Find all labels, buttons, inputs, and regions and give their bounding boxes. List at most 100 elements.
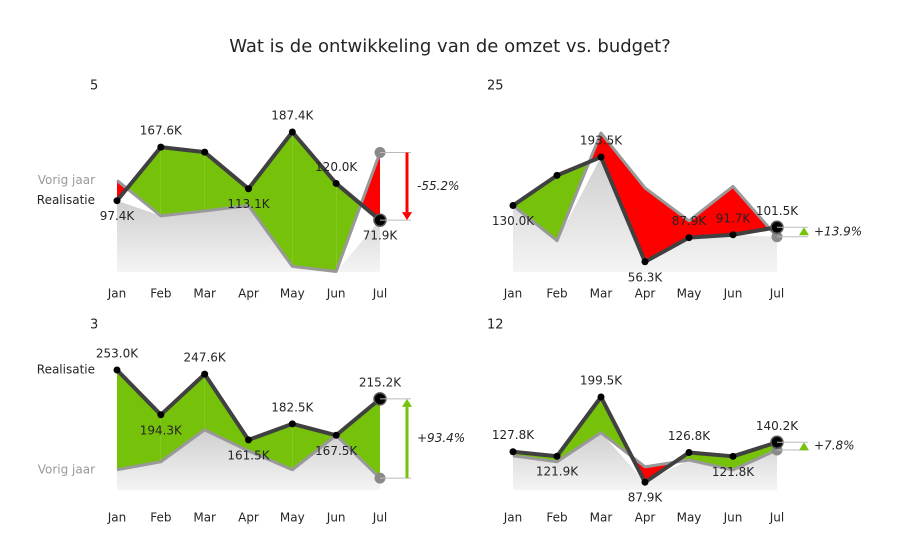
x-tick-label: Jan <box>503 287 523 301</box>
data-label: 187.4K <box>271 109 314 123</box>
variance-area <box>292 423 337 470</box>
data-label: 193.5K <box>580 134 623 148</box>
variance-area <box>248 132 293 267</box>
actual-point <box>113 366 121 374</box>
data-label: 130.0K <box>492 214 535 228</box>
variance-area <box>689 186 733 238</box>
x-tick-label: Jan <box>503 511 523 525</box>
panel-title: 5 <box>90 79 98 94</box>
panel-title: 3 <box>90 318 98 333</box>
actual-point <box>288 128 296 136</box>
x-tick-label: Jun <box>326 287 346 301</box>
data-label: 182.5K <box>271 400 314 414</box>
variance-arrow-head <box>799 227 809 236</box>
actual-point <box>509 448 517 456</box>
variance-arrow-head <box>402 212 412 221</box>
x-tick-label: Feb <box>546 511 567 525</box>
data-label: 101.5K <box>756 204 799 218</box>
variance-area <box>126 147 161 216</box>
base-area <box>513 432 777 490</box>
data-label: 215.2K <box>359 375 402 389</box>
x-tick-label: Mar <box>590 511 613 525</box>
x-tick-label: Apr <box>635 287 656 301</box>
variance-area <box>160 147 205 216</box>
legend-label: Realisatie <box>37 363 95 377</box>
data-label: 126.8K <box>668 429 711 443</box>
x-tick-label: Mar <box>590 287 613 301</box>
x-tick-label: Jan <box>107 287 127 301</box>
x-tick-label: Jun <box>723 287 743 301</box>
x-tick-label: Jun <box>723 511 743 525</box>
data-label: 247.6K <box>184 351 227 365</box>
legend-label: Vorig jaar <box>38 462 95 476</box>
variance-area <box>513 175 557 241</box>
actual-point <box>332 431 340 439</box>
data-label: 120.0K <box>315 160 358 174</box>
actual-point <box>201 370 209 378</box>
data-label: 91.7K <box>716 211 752 225</box>
x-tick-label: May <box>280 287 305 301</box>
actual-point <box>729 452 737 460</box>
data-label: 121.9K <box>536 465 579 479</box>
actual-point <box>157 143 165 151</box>
data-label: 56.3K <box>628 270 664 284</box>
previous-year-line <box>116 152 382 273</box>
variance-area <box>733 442 777 470</box>
data-label: 127.8K <box>492 428 535 442</box>
actual-point <box>729 231 737 239</box>
base-area <box>117 200 380 272</box>
data-label: 87.9K <box>672 214 708 228</box>
data-label: 113.1K <box>227 197 270 211</box>
data-label: 194.3K <box>140 423 183 437</box>
x-tick-label: Jul <box>769 287 784 301</box>
x-tick-label: Jul <box>769 511 784 525</box>
variance-area <box>336 183 361 272</box>
x-tick-label: Feb <box>150 287 171 301</box>
actual-point <box>201 148 209 156</box>
actual-point <box>509 202 517 210</box>
actual-point <box>245 185 252 193</box>
variance-arrow-head <box>402 398 412 407</box>
variance-area <box>292 132 337 272</box>
data-label: 167.6K <box>140 124 183 138</box>
x-tick-label: Apr <box>635 511 656 525</box>
data-label: 87.9K <box>628 491 664 505</box>
actual-point <box>553 171 561 179</box>
actual-point <box>641 478 649 486</box>
variance-area <box>117 370 161 470</box>
variance-area <box>160 374 205 462</box>
x-tick-label: Jan <box>107 511 127 525</box>
chart-title: Wat is de ontwikkeling van de omzet vs. … <box>229 36 671 57</box>
variance-label: +93.4% <box>417 431 465 445</box>
actual-point <box>685 448 693 456</box>
x-tick-label: Jul <box>372 287 387 301</box>
actual-point <box>597 393 605 401</box>
actual-point <box>157 411 165 419</box>
variance-area <box>601 133 645 262</box>
data-label: 121.8K <box>712 465 755 479</box>
previous-year-line <box>512 431 778 472</box>
x-tick-label: Feb <box>150 511 171 525</box>
base-area <box>513 157 777 272</box>
x-tick-label: May <box>280 511 305 525</box>
variance-area <box>204 152 249 211</box>
x-tick-label: Feb <box>546 287 567 301</box>
variance-label: -55.2% <box>417 179 459 193</box>
actual-point <box>685 234 693 242</box>
legend-label: Realisatie <box>37 193 95 207</box>
x-tick-label: Mar <box>193 287 216 301</box>
variance-area <box>336 398 380 479</box>
variance-arrow-head <box>799 442 809 451</box>
x-tick-label: Jun <box>326 511 346 525</box>
data-label: 140.2K <box>756 419 799 433</box>
x-tick-label: Jul <box>372 511 387 525</box>
variance-label: +7.8% <box>814 439 855 453</box>
actual-point <box>597 153 605 161</box>
x-tick-label: Apr <box>238 511 259 525</box>
x-tick-label: Mar <box>193 511 216 525</box>
data-label: 167.5K <box>315 444 358 458</box>
data-label: 199.5K <box>580 374 623 388</box>
previous-year-line <box>512 131 779 243</box>
actual-point <box>113 197 121 205</box>
